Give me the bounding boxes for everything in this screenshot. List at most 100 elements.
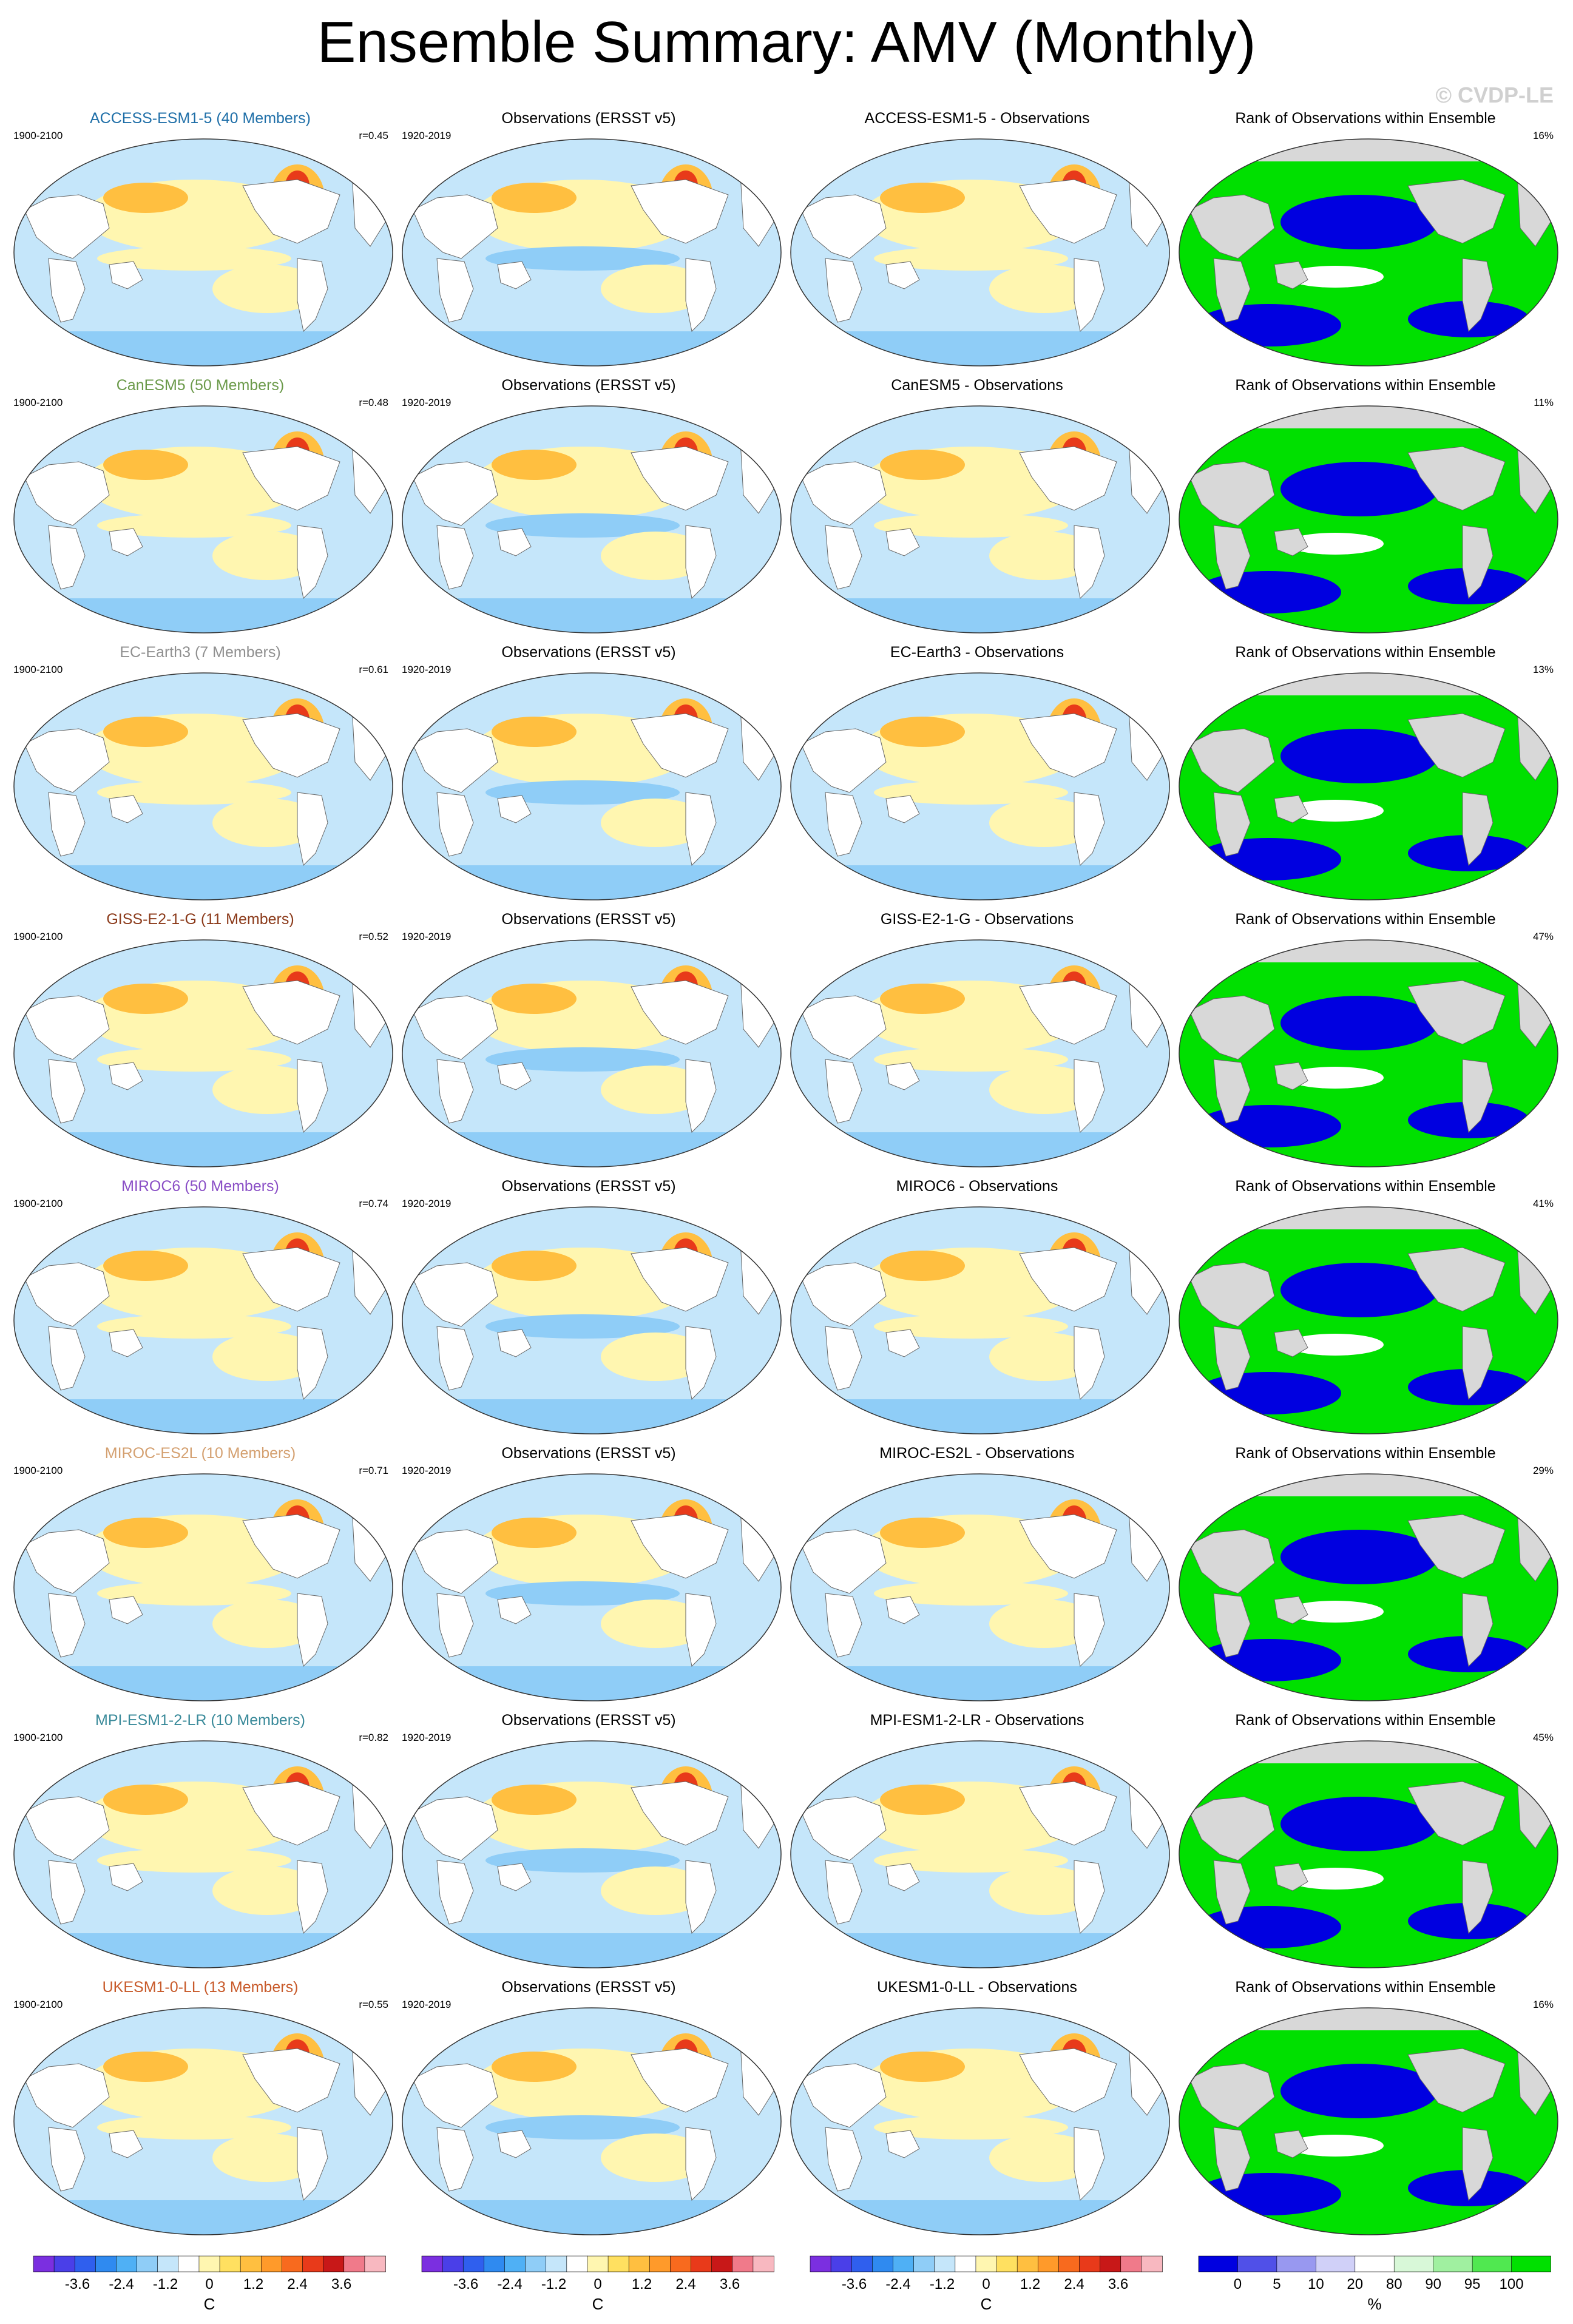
difference-panel: GISS-E2-1-G - Observations [783, 909, 1171, 1170]
stat-label: r=0.52 [359, 931, 388, 942]
period-label: 1920-2019 [402, 664, 452, 675]
sst-map [790, 1473, 1170, 1701]
period-label: 1920-2019 [402, 397, 452, 408]
colorbar-tick-label: 2.4 [287, 2276, 307, 2292]
colorbar-tick-label: -1.2 [153, 2276, 178, 2292]
panel-title: MIROC6 (50 Members) [121, 1178, 279, 1195]
sst-map [402, 1206, 782, 1434]
colorbar-tick-label: -2.4 [497, 2276, 522, 2292]
panel-title: Rank of Observations within Ensemble [1235, 377, 1496, 394]
panel-title: Observations (ERSST v5) [501, 1445, 676, 1462]
colorbar-swatch [893, 2255, 915, 2272]
colorbar-swatch [157, 2255, 179, 2272]
sst-map [13, 1473, 393, 1701]
sst-map [13, 939, 393, 1167]
panel-title: ACCESS-ESM1-5 (40 Members) [90, 110, 311, 127]
colorbar-swatch [670, 2255, 692, 2272]
colorbar-tick-label: 3.6 [331, 2276, 351, 2292]
colorbar-swatch [95, 2255, 117, 2272]
colorbar-tick-label: 3.6 [720, 2276, 740, 2292]
colorbar-swatch [691, 2255, 712, 2272]
model-panel: MIROC6 (50 Members) 1900-2100 r=0.74 [6, 1176, 394, 1437]
panel-title: Rank of Observations within Ensemble [1235, 911, 1496, 928]
sst-map [13, 1740, 393, 1968]
rank-map [1179, 1473, 1558, 1701]
sst-map [790, 405, 1170, 633]
colorbar-swatch [198, 2255, 220, 2272]
panel-title: CanESM5 - Observations [891, 377, 1063, 394]
colorbar-swatch [74, 2255, 96, 2272]
panel-title: ACCESS-ESM1-5 - Observations [864, 110, 1090, 127]
colorbar-swatch [137, 2255, 158, 2272]
colorbar-svg: -3.6 -2.4 -1.2 0 1.2 2.4 3.6 C [421, 2255, 774, 2313]
stat-label: 29% [1532, 1465, 1554, 1476]
colorbar-swatch [1017, 2255, 1039, 2272]
period-label: 1900-2100 [13, 931, 63, 942]
model-panel: UKESM1-0-LL (13 Members) 1900-2100 r=0.55 [6, 1977, 394, 2238]
model-panel: MPI-ESM1-2-LR (10 Members) 1900-2100 r=0.8… [6, 1710, 394, 1971]
sst-map [13, 1206, 393, 1434]
page-title: Ensemble Summary: AMV (Monthly) [317, 10, 1256, 75]
colorbar-swatch [33, 2255, 55, 2272]
colorbar-swatch [484, 2255, 506, 2272]
colorbar-swatch [240, 2255, 262, 2272]
colorbar-swatch [851, 2255, 873, 2272]
observations-panel: Observations (ERSST v5) 1920-2019 [394, 375, 783, 636]
colorbar-swatch [525, 2255, 547, 2272]
colorbar-tick-label: 1.2 [243, 2276, 263, 2292]
colorbar-swatch [1511, 2255, 1551, 2272]
colorbar-svg: -3.6 -2.4 -1.2 0 1.2 2.4 3.6 C [33, 2255, 386, 2313]
colorbar-swatch [421, 2255, 443, 2272]
sst-map [402, 1473, 782, 1701]
colorbar-swatch [1316, 2255, 1356, 2272]
period-label: 1920-2019 [402, 1465, 452, 1476]
colorbar-swatch [1355, 2255, 1395, 2272]
colorbar-swatch [178, 2255, 200, 2272]
period-label: 1900-2100 [13, 1999, 63, 2010]
observations-panel: Observations (ERSST v5) 1920-2019 [394, 1977, 783, 2238]
colorbar-rank: 0 5 10 20 80 90 95 100% [1192, 2251, 1557, 2318]
panel-title: MPI-ESM1-2-LR - Observations [870, 1712, 1084, 1729]
panel-title: Observations (ERSST v5) [501, 1979, 676, 1996]
sst-map [13, 2007, 393, 2235]
sst-map [13, 138, 393, 367]
sst-map [790, 1206, 1170, 1434]
panel-title: GISS-E2-1-G - Observations [880, 911, 1074, 928]
colorbar-tick-label: -1.2 [541, 2276, 566, 2292]
rank-panel: Rank of Observations within Ensemble 11% [1171, 375, 1560, 636]
colorbar-tick-label: 1.2 [1020, 2276, 1040, 2292]
sst-map [13, 672, 393, 900]
panel-title: Observations (ERSST v5) [501, 1712, 676, 1729]
colorbar-swatch [607, 2255, 629, 2272]
period-label: 1900-2100 [13, 130, 63, 141]
observations-panel: Observations (ERSST v5) 1920-2019 [394, 642, 783, 903]
colorbar-swatch [1276, 2255, 1317, 2272]
colorbar-tick-label: -3.6 [842, 2276, 867, 2292]
rank-map [1179, 672, 1558, 900]
colorbar-difference: -3.6 -2.4 -1.2 0 1.2 2.4 3.6 C [804, 2251, 1168, 2318]
panel-title: MPI-ESM1-2-LR (10 Members) [95, 1712, 305, 1729]
panel-title: Rank of Observations within Ensemble [1235, 1712, 1496, 1729]
colorbar-tick-label: 2.4 [1064, 2276, 1084, 2292]
sst-map [790, 138, 1170, 367]
panel-title: Rank of Observations within Ensemble [1235, 1178, 1496, 1195]
colorbar-swatch [53, 2255, 76, 2272]
colorbar-swatch [219, 2255, 241, 2272]
colorbar-swatch [343, 2255, 365, 2272]
rank-panel: Rank of Observations within Ensemble 29% [1171, 1443, 1560, 1704]
difference-panel: MPI-ESM1-2-LR - Observations [783, 1710, 1171, 1971]
colorbar-tick-label: -2.4 [109, 2276, 134, 2292]
panel-title: GISS-E2-1-G (11 Members) [106, 911, 294, 928]
panel-title: Observations (ERSST v5) [501, 377, 676, 394]
colorbar-swatch [462, 2255, 485, 2272]
colorbar-swatch [546, 2255, 567, 2272]
colorbar-swatch [753, 2255, 774, 2272]
model-panel: ACCESS-ESM1-5 (40 Members) 1900-2100 r=0.4… [6, 108, 394, 369]
colorbar-swatch [1472, 2255, 1512, 2272]
sst-map [790, 2007, 1170, 2235]
colorbar-tick-label: 80 [1386, 2276, 1402, 2292]
period-label: 1920-2019 [402, 130, 452, 141]
colorbar-swatch [872, 2255, 894, 2272]
colorbar-swatch [711, 2255, 733, 2272]
colorbar-swatch [1237, 2255, 1277, 2272]
